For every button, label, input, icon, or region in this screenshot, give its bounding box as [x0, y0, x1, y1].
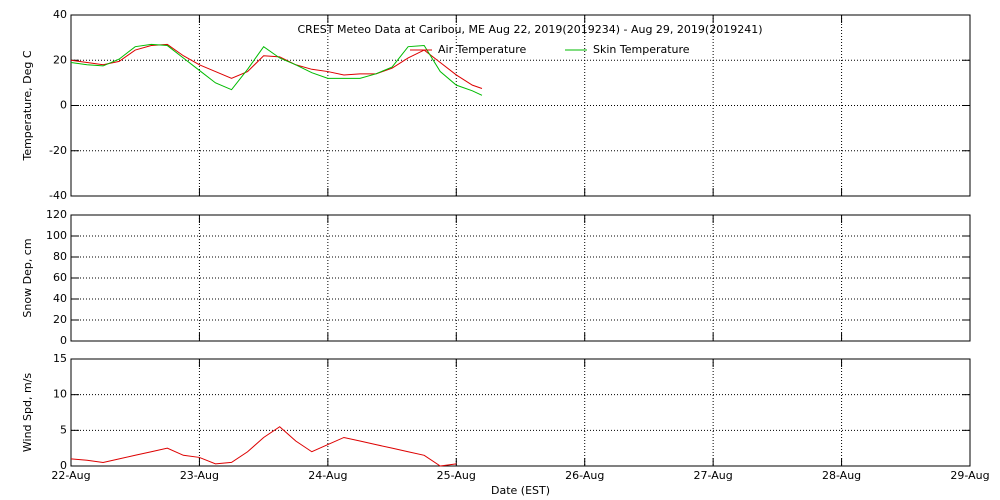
plot-frame: [70, 358, 971, 467]
y-tick-label: 15: [53, 352, 67, 365]
y-tick-label: 20: [53, 313, 67, 326]
x-tick-label: 28-Aug: [822, 469, 861, 482]
x-tick-label: 25-Aug: [437, 469, 476, 482]
y-tick-label: 0: [60, 334, 67, 347]
x-tick-label: 27-Aug: [694, 469, 733, 482]
y-tick-label: 0: [60, 99, 67, 112]
y-tick-label: 10: [53, 388, 67, 401]
y-tick-label: 80: [53, 250, 67, 263]
legend-label: Air Temperature: [438, 43, 527, 56]
chart-title: CREST Meteo Data at Caribou, ME Aug 22, …: [298, 23, 763, 36]
x-tick-label: 22-Aug: [51, 469, 90, 482]
y-axis-label: Temperature, Deg C: [21, 50, 34, 161]
y-tick-label: 40: [53, 292, 67, 305]
series-line: [70, 43, 483, 96]
x-axis-label: Date (EST): [491, 484, 550, 497]
y-tick-label: 0: [60, 459, 67, 472]
y-axis-label: Snow Dep, cm: [21, 238, 34, 317]
y-axis-label: Wind Spd, m/s: [21, 373, 34, 453]
y-tick-label: 100: [46, 229, 67, 242]
y-tick-label: 20: [53, 53, 67, 66]
x-tick-label: 26-Aug: [565, 469, 604, 482]
y-tick-label: 5: [60, 423, 67, 436]
x-tick-label: 29-Aug: [950, 469, 989, 482]
series-line: [70, 426, 457, 467]
x-tick-label: 24-Aug: [308, 469, 347, 482]
legend-label: Skin Temperature: [593, 43, 690, 56]
x-tick-label: 23-Aug: [180, 469, 219, 482]
y-tick-label: 120: [46, 208, 67, 221]
y-tick-label: -20: [49, 144, 67, 157]
series-line: [70, 43, 483, 90]
y-tick-label: 60: [53, 271, 67, 284]
y-tick-label: -40: [49, 189, 67, 202]
y-tick-label: 40: [53, 8, 67, 21]
plot-frame: [70, 214, 971, 342]
